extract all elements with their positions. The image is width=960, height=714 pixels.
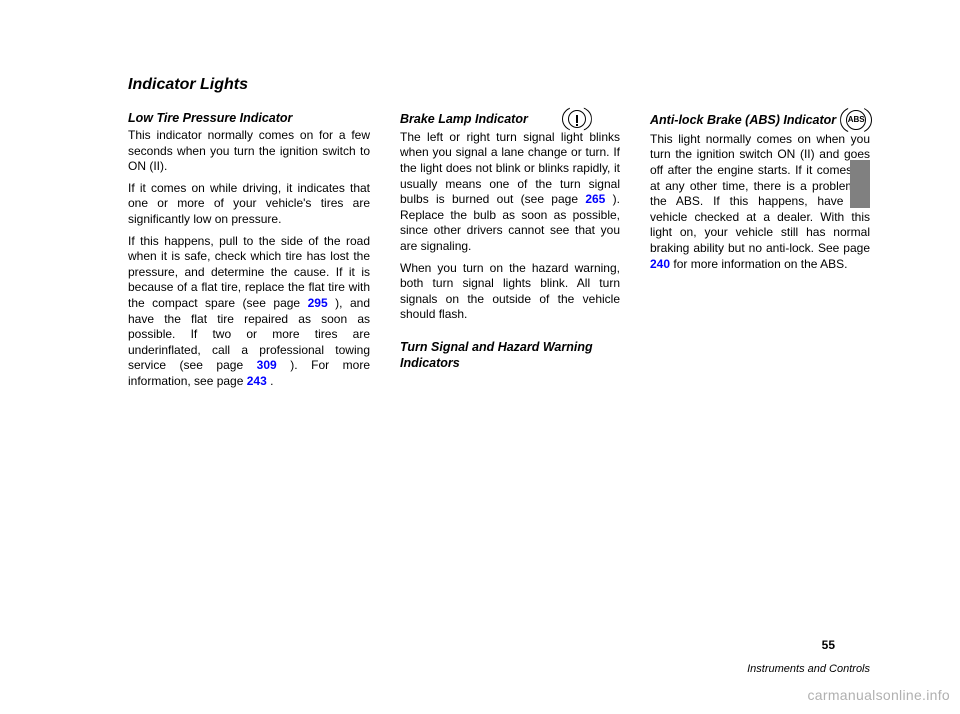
page-number: 55	[822, 638, 835, 654]
abs-icon-label: ABS	[848, 115, 865, 125]
abs-icon: ABS	[846, 110, 866, 130]
abs-heading-text: Anti-lock Brake (ABS) Indicator	[650, 112, 836, 128]
link-spare-page[interactable]: 295	[308, 296, 328, 310]
abs-heading-row: Anti-lock Brake (ABS) Indicator ABS	[650, 110, 870, 130]
watermark-text: carmanualsonline.info	[808, 686, 951, 704]
footer-section-label: Instruments and Controls	[747, 662, 870, 676]
low-tire-p1: This indicator normally comes on for a f…	[128, 128, 370, 175]
section-tab	[850, 160, 870, 208]
low-tire-p2a: If it comes on while driving, it indicat…	[128, 181, 370, 228]
link-bulb-page[interactable]: 265	[585, 192, 605, 206]
page-title: Indicator Lights	[128, 75, 870, 96]
manual-page: Indicator Lights Low Tire Pressure Indic…	[0, 0, 960, 714]
brake-lamp-heading-text: Brake Lamp Indicator	[400, 111, 528, 127]
middle-column: Brake Lamp Indicator The left or right t…	[400, 110, 620, 396]
link-towing-page[interactable]: 309	[257, 358, 277, 372]
abs-p1-text: This light normally comes on when you tu…	[650, 132, 870, 255]
low-tire-heading: Low Tire Pressure Indicator	[128, 110, 370, 126]
turn-signal-heading: Turn Signal and Hazard Warning Indicator…	[400, 339, 620, 372]
turn-signal-p1: The left or right turn signal light blin…	[400, 130, 620, 255]
abs-p1: This light normally comes on when you tu…	[650, 132, 870, 272]
brake-warning-icon	[568, 110, 586, 128]
link-more-page[interactable]: 243	[247, 374, 267, 388]
low-tire-p2b-text4: .	[267, 374, 274, 388]
abs-p1-text2: for more information on the ABS.	[670, 257, 847, 271]
turn-signal-p2: When you turn on the hazard warning, bot…	[400, 261, 620, 323]
brake-lamp-heading: Brake Lamp Indicator	[400, 110, 620, 128]
content-columns: Low Tire Pressure Indicator This indicat…	[128, 110, 870, 396]
link-abs-page[interactable]: 240	[650, 257, 670, 271]
left-column: Low Tire Pressure Indicator This indicat…	[128, 110, 370, 396]
low-tire-p2b: If this happens, pull to the side of the…	[128, 234, 370, 390]
right-column: Anti-lock Brake (ABS) Indicator ABS This…	[650, 110, 870, 396]
